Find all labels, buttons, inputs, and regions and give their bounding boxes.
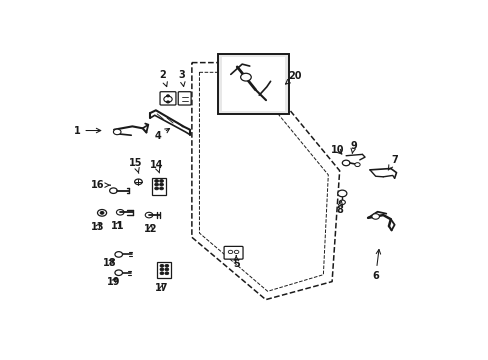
- Text: 8: 8: [336, 201, 343, 215]
- Circle shape: [159, 180, 163, 183]
- Circle shape: [164, 268, 168, 271]
- Bar: [222, 57, 284, 111]
- Text: 9: 9: [349, 141, 356, 154]
- Circle shape: [109, 188, 117, 193]
- FancyBboxPatch shape: [178, 92, 191, 105]
- Text: 12: 12: [143, 224, 157, 234]
- Circle shape: [113, 129, 121, 135]
- FancyBboxPatch shape: [224, 246, 243, 259]
- Text: 3: 3: [178, 70, 184, 86]
- Circle shape: [163, 96, 172, 102]
- Text: 20: 20: [285, 71, 302, 84]
- Text: 16: 16: [91, 180, 110, 190]
- Text: 1: 1: [74, 126, 101, 135]
- Circle shape: [100, 211, 104, 214]
- Circle shape: [354, 163, 359, 167]
- Text: 2: 2: [159, 70, 167, 87]
- Circle shape: [145, 212, 153, 218]
- Circle shape: [97, 210, 106, 216]
- Circle shape: [154, 183, 158, 186]
- Text: 15: 15: [128, 158, 142, 174]
- Circle shape: [160, 264, 163, 267]
- Circle shape: [371, 214, 379, 219]
- Circle shape: [154, 187, 158, 190]
- Bar: [152, 177, 165, 195]
- Circle shape: [160, 268, 163, 271]
- Bar: [157, 262, 171, 278]
- Circle shape: [339, 200, 345, 204]
- FancyBboxPatch shape: [160, 92, 176, 105]
- Text: 7: 7: [387, 155, 397, 170]
- Text: 17: 17: [155, 283, 168, 293]
- Circle shape: [164, 264, 168, 267]
- Circle shape: [234, 250, 238, 253]
- Text: 5: 5: [232, 256, 239, 269]
- Circle shape: [160, 272, 163, 275]
- Text: 19: 19: [106, 277, 120, 287]
- Circle shape: [164, 272, 168, 275]
- Circle shape: [159, 183, 163, 186]
- Circle shape: [240, 73, 251, 81]
- Circle shape: [154, 180, 158, 183]
- Circle shape: [342, 160, 349, 166]
- Circle shape: [115, 252, 122, 257]
- Circle shape: [116, 210, 124, 215]
- Circle shape: [166, 95, 169, 97]
- Text: 18: 18: [102, 258, 116, 268]
- Text: 6: 6: [371, 249, 380, 281]
- Circle shape: [166, 101, 169, 103]
- Text: 10: 10: [330, 145, 344, 155]
- Text: 4: 4: [154, 129, 169, 141]
- Circle shape: [134, 179, 142, 185]
- Circle shape: [159, 187, 163, 190]
- Bar: [218, 54, 288, 114]
- Circle shape: [115, 270, 122, 275]
- Circle shape: [228, 250, 232, 253]
- Circle shape: [337, 190, 346, 197]
- Text: 13: 13: [91, 222, 104, 232]
- Text: 11: 11: [110, 221, 124, 231]
- Text: 14: 14: [149, 160, 163, 173]
